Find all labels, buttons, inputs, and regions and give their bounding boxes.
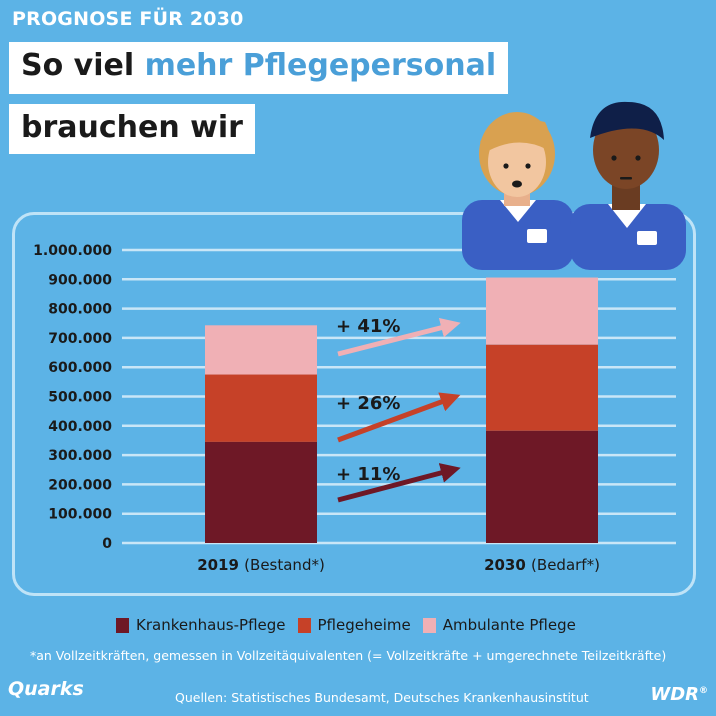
y-axis-ticks: 1.000.000 900.000 800.000 700.000 600.000 500… [33,243,112,552]
x-category-note: (Bestand*) [244,556,325,574]
nurse-illustration-right [570,101,686,270]
quarks-logo: Quarks [8,678,84,700]
change-arrows: + 11% + 26% + 41% [336,316,461,503]
bars [205,277,598,543]
change-label: + 26% [336,393,400,414]
y-tick-label: 500.000 [48,390,112,406]
nurse-illustration-left [462,112,574,270]
x-category-year: 2030 [484,556,531,574]
change-arrow [337,318,461,357]
x-category-note: (Bedarf*) [531,556,600,574]
wdr-logo-mark: ® [699,686,708,696]
legend-item-ambulant: Ambulante Pflege [422,616,576,634]
title-highlight: mehr Pflegepersonal [144,48,497,83]
x-category-label: 2030 (Bedarf*) [484,556,600,574]
wdr-logo: WDR® [650,684,708,705]
y-tick-label: 600.000 [48,360,112,376]
y-tick-label: 0 [102,536,112,552]
y-tick-label: 900.000 [48,272,112,288]
title-line-2: brauchen wir [9,104,255,154]
y-tick-label: 800.000 [48,302,112,318]
legend-swatch-ambulant [422,617,436,633]
y-tick-label: 100.000 [48,507,112,523]
change-arrow [337,463,461,503]
title-plain: So viel [21,48,145,83]
legend: Krankenhaus-Pflege Pflegeheime Ambulante… [116,616,576,634]
change-arrow [337,392,461,443]
x-category-label: 2019 (Bestand*) [197,556,325,574]
bar-segment [205,374,317,442]
legend-label-pflegeheime: Pflegeheime [317,616,411,634]
legend-label-ambulant: Ambulante Pflege [442,616,576,634]
change-label: + 41% [336,316,400,337]
legend-item-pflegeheime: Pflegeheime [297,616,411,634]
kicker: PROGNOSE FÜR 2030 [12,8,244,30]
legend-item-krankenhaus: Krankenhaus-Pflege [116,616,286,634]
bar-segment [486,277,598,345]
chart-frame [12,212,696,596]
bar-segment [486,344,598,431]
bar-segment [205,325,317,375]
y-tick-label: 200.000 [48,477,112,493]
footnote: *an Vollzeitkräften, gemessen in Vollzei… [30,648,667,663]
y-tick-label: 400.000 [48,419,112,435]
bar-segment [205,441,317,543]
legend-swatch-pflegeheime [297,617,311,633]
bar-segment [486,430,598,543]
title-line-1: So viel mehr Pflegepersonal [9,42,509,94]
wdr-logo-text: WDR [650,684,699,705]
legend-swatch-krankenhaus [116,617,129,633]
y-tick-label: 700.000 [48,331,112,347]
source-note: Quellen: Statistisches Bundesamt, Deutsc… [175,690,589,705]
x-axis-labels: 2019 (Bestand*) 2030 (Bedarf*) [197,556,600,574]
change-label: + 11% [336,464,400,485]
y-tick-label: 300.000 [48,448,112,464]
legend-label-krankenhaus: Krankenhaus-Pflege [136,616,286,634]
x-category-year: 2019 [197,556,244,574]
y-tick-label: 1.000.000 [33,243,112,259]
